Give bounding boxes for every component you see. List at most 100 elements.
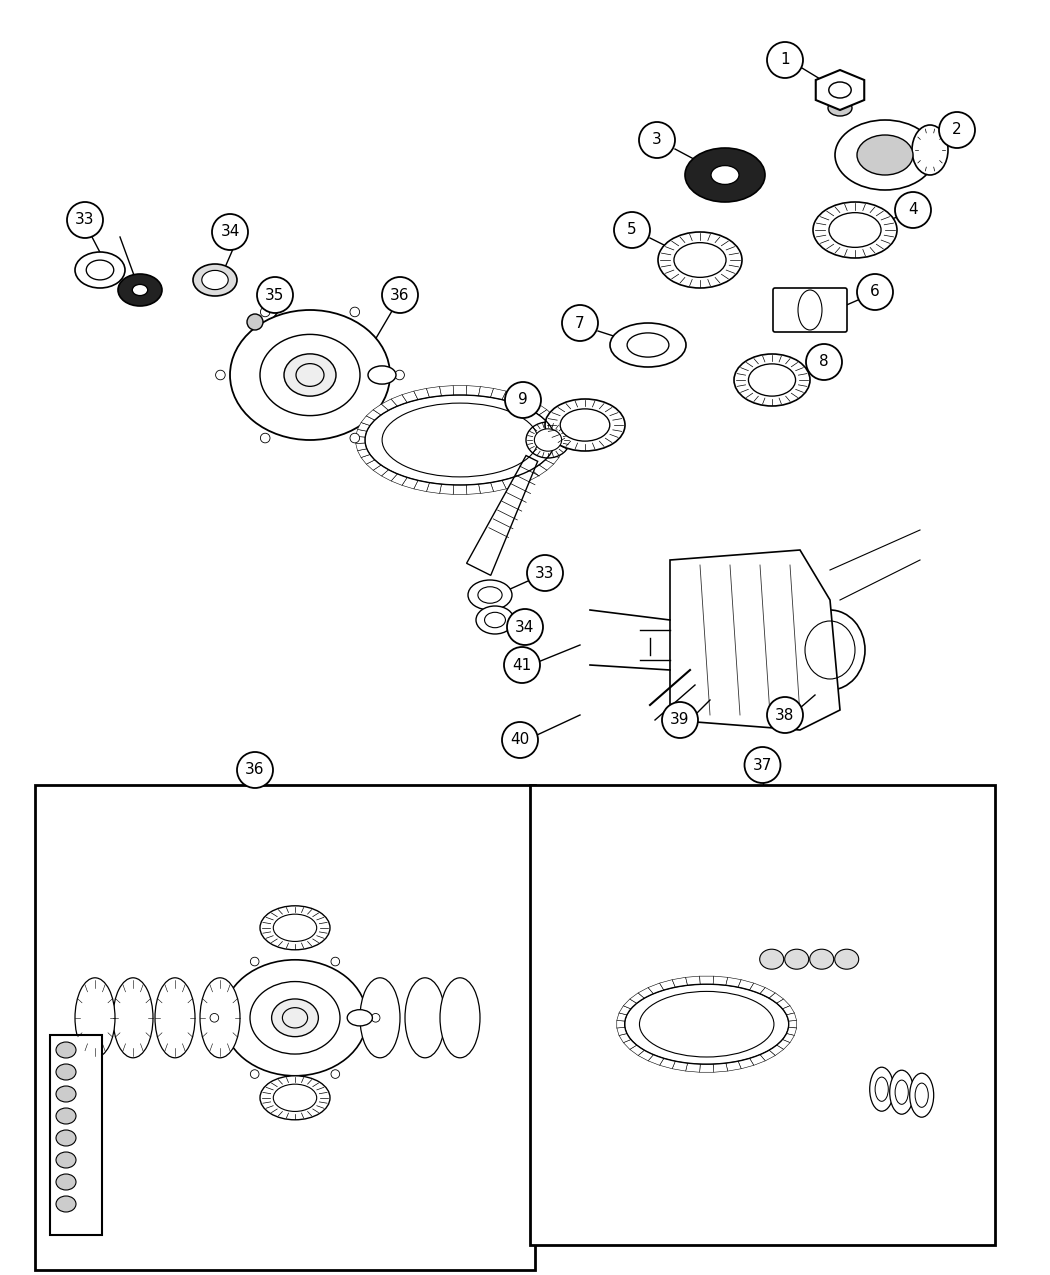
Ellipse shape xyxy=(132,284,148,296)
Polygon shape xyxy=(620,1034,631,1043)
Ellipse shape xyxy=(476,606,514,634)
Polygon shape xyxy=(479,483,493,493)
Text: 1: 1 xyxy=(780,52,790,68)
Text: 41: 41 xyxy=(512,658,531,672)
Circle shape xyxy=(744,747,780,783)
Polygon shape xyxy=(466,484,481,495)
Ellipse shape xyxy=(56,1174,76,1190)
Circle shape xyxy=(857,274,892,310)
Polygon shape xyxy=(357,449,370,458)
Ellipse shape xyxy=(405,978,445,1058)
Polygon shape xyxy=(777,1039,790,1049)
Ellipse shape xyxy=(56,1086,76,1102)
Polygon shape xyxy=(638,1051,653,1061)
Ellipse shape xyxy=(230,310,390,440)
Circle shape xyxy=(250,958,259,966)
Polygon shape xyxy=(373,404,388,414)
Circle shape xyxy=(507,609,543,645)
Polygon shape xyxy=(713,977,728,986)
Polygon shape xyxy=(512,395,529,407)
Polygon shape xyxy=(381,469,397,481)
Polygon shape xyxy=(531,404,547,414)
Ellipse shape xyxy=(749,363,796,397)
Polygon shape xyxy=(630,993,645,1003)
Ellipse shape xyxy=(610,323,686,367)
Polygon shape xyxy=(490,481,506,492)
Polygon shape xyxy=(738,979,754,991)
Ellipse shape xyxy=(223,960,368,1076)
Circle shape xyxy=(372,1014,380,1023)
Bar xyxy=(530,785,995,1244)
Ellipse shape xyxy=(658,232,742,288)
Polygon shape xyxy=(440,385,454,395)
Ellipse shape xyxy=(348,1010,373,1026)
Polygon shape xyxy=(616,1020,625,1028)
Ellipse shape xyxy=(360,978,400,1058)
Ellipse shape xyxy=(260,905,330,950)
Polygon shape xyxy=(760,988,775,998)
Ellipse shape xyxy=(284,354,336,397)
Polygon shape xyxy=(750,1054,765,1066)
Circle shape xyxy=(250,1070,259,1079)
Ellipse shape xyxy=(875,1077,888,1102)
Polygon shape xyxy=(630,1046,645,1056)
Ellipse shape xyxy=(869,1067,894,1112)
Ellipse shape xyxy=(545,399,625,451)
Ellipse shape xyxy=(56,1196,76,1213)
Polygon shape xyxy=(782,1006,795,1015)
Text: 3: 3 xyxy=(652,133,662,148)
Ellipse shape xyxy=(478,586,502,603)
Ellipse shape xyxy=(200,978,240,1058)
Text: 33: 33 xyxy=(76,213,94,227)
Ellipse shape xyxy=(56,1065,76,1080)
Polygon shape xyxy=(648,983,664,993)
Ellipse shape xyxy=(561,409,610,441)
Polygon shape xyxy=(361,416,375,426)
Ellipse shape xyxy=(193,264,237,296)
Ellipse shape xyxy=(734,354,810,405)
Text: 33: 33 xyxy=(536,566,554,580)
Bar xyxy=(50,1035,102,1235)
Ellipse shape xyxy=(895,1080,908,1104)
Ellipse shape xyxy=(784,949,808,969)
Polygon shape xyxy=(366,460,381,470)
Circle shape xyxy=(395,370,404,380)
Ellipse shape xyxy=(912,125,948,175)
Circle shape xyxy=(212,214,248,250)
Polygon shape xyxy=(777,1000,790,1009)
Text: 6: 6 xyxy=(870,284,880,300)
Polygon shape xyxy=(356,436,365,444)
Text: 38: 38 xyxy=(775,708,795,723)
Polygon shape xyxy=(391,395,407,407)
Text: 36: 36 xyxy=(391,287,410,302)
Circle shape xyxy=(350,307,359,316)
Polygon shape xyxy=(648,1054,664,1066)
Polygon shape xyxy=(760,1051,775,1061)
Polygon shape xyxy=(490,389,506,399)
Ellipse shape xyxy=(889,1070,914,1114)
Ellipse shape xyxy=(56,1153,76,1168)
Polygon shape xyxy=(356,430,366,437)
Circle shape xyxy=(260,434,270,442)
Circle shape xyxy=(331,958,339,966)
Circle shape xyxy=(382,277,418,312)
Polygon shape xyxy=(726,1061,741,1071)
Text: 37: 37 xyxy=(753,757,772,773)
Circle shape xyxy=(257,277,293,312)
Polygon shape xyxy=(531,465,547,476)
Polygon shape xyxy=(545,416,559,426)
Ellipse shape xyxy=(56,1130,76,1146)
Polygon shape xyxy=(686,977,700,986)
Ellipse shape xyxy=(534,428,562,451)
Ellipse shape xyxy=(828,213,881,247)
Polygon shape xyxy=(769,993,783,1003)
Ellipse shape xyxy=(627,333,669,357)
Text: 39: 39 xyxy=(670,713,690,728)
Polygon shape xyxy=(426,386,441,398)
Polygon shape xyxy=(738,1058,754,1068)
Text: 7: 7 xyxy=(575,315,585,330)
Polygon shape xyxy=(782,1034,795,1043)
Text: 4: 4 xyxy=(908,203,918,218)
Ellipse shape xyxy=(468,580,512,609)
Polygon shape xyxy=(381,399,397,411)
